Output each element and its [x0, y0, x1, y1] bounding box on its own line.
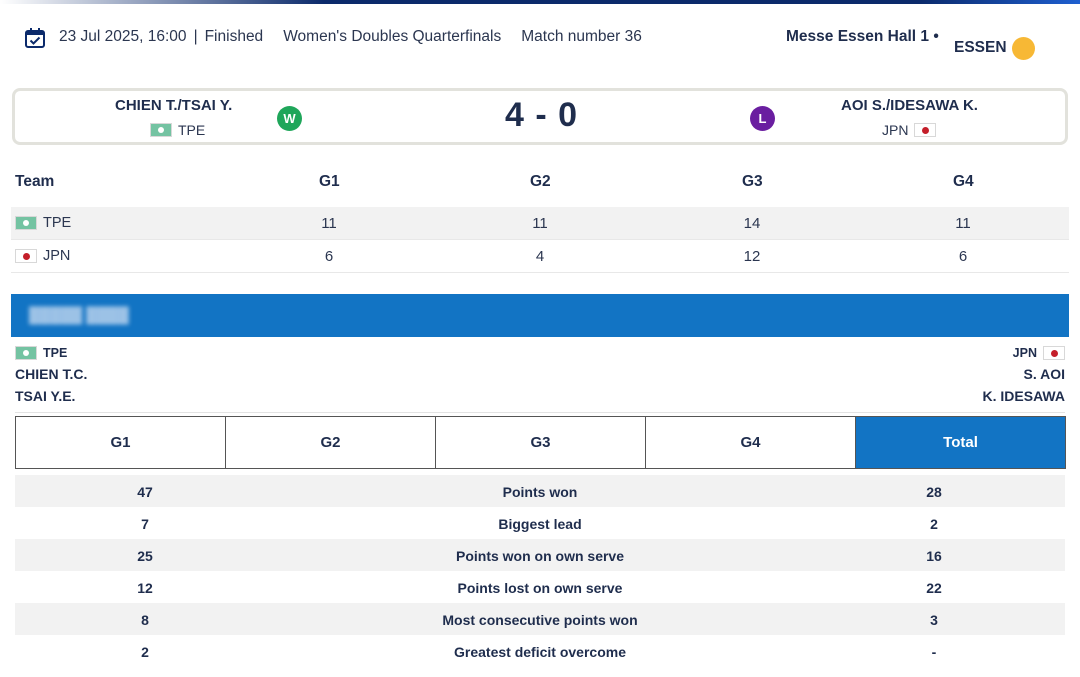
match-number: Match number 36 — [521, 28, 642, 45]
stat-row: 25 Points won on own serve 16 — [15, 539, 1065, 571]
stat-label: Most consecutive points won — [442, 612, 638, 628]
match-score: 4 - 0 — [505, 96, 579, 134]
stat-right-value: - — [931, 644, 937, 660]
left-team-country: TPE — [150, 122, 205, 138]
stat-left-value: 7 — [141, 516, 149, 532]
right-players: JPN S. AOI K. IDESAWA — [983, 345, 1065, 405]
games-table-header: Team G1 G2 G3 G4 — [11, 164, 1069, 207]
stat-left-value: 12 — [137, 580, 153, 596]
game-score: 12 — [743, 248, 761, 265]
top-accent-bar — [0, 0, 1080, 4]
game-score: 11 — [955, 215, 971, 232]
player-name[interactable]: K. IDESAWA — [982, 388, 1065, 404]
stat-label: Points won — [502, 484, 578, 500]
row-team: JPN — [15, 248, 70, 264]
stat-row: 2 Greatest deficit overcome - — [15, 635, 1065, 667]
tab-g4[interactable]: G4 — [646, 417, 856, 468]
match-datetime: 23 Jul 2025, 16:00 — [59, 28, 187, 45]
stat-label: Greatest deficit overcome — [454, 644, 626, 660]
stat-right-value: 22 — [926, 580, 942, 596]
sun-icon — [1012, 37, 1035, 60]
left-team-name[interactable]: CHIEN T./TSAI Y. — [115, 97, 233, 114]
game-tabs: G1 G2 G3 G4 Total — [15, 416, 1066, 469]
game-score: 14 — [743, 215, 761, 232]
row-team-code: TPE — [43, 215, 72, 231]
tpe-flag-icon — [150, 123, 172, 137]
stats-banner: █████ ████ — [11, 294, 1069, 337]
match-venue: Messe Essen Hall 1 • — [786, 28, 939, 45]
stats-table: 47 Points won 28 7 Biggest lead 2 25 Poi… — [15, 475, 1065, 667]
left-players-country: TPE — [15, 345, 87, 361]
right-team-code: JPN — [882, 122, 909, 138]
stat-row: 8 Most consecutive points won 3 — [15, 603, 1065, 635]
stat-right-value: 16 — [926, 548, 942, 564]
header-team: Team — [15, 173, 55, 190]
player-name[interactable]: CHIEN T.C. — [15, 366, 88, 382]
jpn-flag-icon — [15, 249, 37, 263]
game-score: 6 — [958, 248, 968, 265]
stat-left-value: 8 — [141, 612, 149, 628]
stat-label: Points lost on own serve — [457, 580, 623, 596]
header-g4: G4 — [953, 173, 974, 190]
stat-right-value: 2 — [930, 516, 938, 532]
stat-left-value: 47 — [137, 484, 153, 500]
header-g1: G1 — [319, 173, 340, 190]
match-header: 23 Jul 2025, 16:00 | Finished Women's Doubl… — [24, 24, 1044, 64]
stat-left-value: 25 — [137, 548, 153, 564]
tpe-flag-icon — [15, 346, 37, 360]
stat-label: Points won on own serve — [455, 548, 625, 564]
match-event: Women's Doubles Quarterfinals — [283, 28, 502, 45]
match-city: ESSEN — [954, 39, 1007, 56]
tpe-flag-icon — [15, 216, 37, 230]
table-row: TPE 11 11 14 11 — [11, 207, 1069, 240]
left-team-code: TPE — [178, 122, 206, 138]
stat-right-value: 28 — [926, 484, 942, 500]
game-score: 11 — [321, 215, 337, 232]
stat-right-value: 3 — [930, 612, 938, 628]
stat-left-value: 2 — [141, 644, 149, 660]
score-card: CHIEN T./TSAI Y. TPE W 4 - 0 L AOI S./ID… — [12, 88, 1068, 145]
loss-badge: L — [750, 106, 775, 131]
tab-g1[interactable]: G1 — [16, 417, 226, 468]
game-score: 6 — [324, 248, 334, 265]
stat-row: 12 Points lost on own serve 22 — [15, 571, 1065, 603]
jpn-flag-icon — [914, 123, 937, 137]
calendar-check-icon — [25, 28, 45, 48]
game-score: 11 — [532, 215, 548, 232]
player-name[interactable]: TSAI Y.E. — [15, 388, 76, 404]
right-team-country: JPN — [882, 122, 937, 138]
win-badge: W — [277, 106, 302, 131]
left-players: TPE CHIEN T.C. TSAI Y.E. — [15, 345, 87, 405]
right-team-name[interactable]: AOI S./IDESAWA K. — [841, 97, 978, 114]
jpn-flag-icon — [1043, 346, 1065, 360]
left-players-code: TPE — [43, 346, 68, 360]
stat-row: 7 Biggest lead 2 — [15, 507, 1065, 539]
right-players-country: JPN — [983, 345, 1065, 361]
section-divider — [15, 412, 1065, 413]
match-status: Finished — [204, 28, 264, 45]
stat-label: Biggest lead — [498, 516, 582, 532]
game-score: 4 — [535, 248, 545, 265]
banner-blurred-title: █████ ████ — [29, 307, 129, 324]
right-players-code: JPN — [1012, 346, 1037, 360]
header-g3: G3 — [742, 173, 763, 190]
header-g2: G2 — [530, 173, 551, 190]
row-team: TPE — [15, 215, 71, 231]
tab-total[interactable]: Total — [856, 417, 1065, 468]
stat-row: 47 Points won 28 — [15, 475, 1065, 507]
tab-g2[interactable]: G2 — [226, 417, 436, 468]
match-meta: 23 Jul 2025, 16:00 | Finished Women's Doubl… — [59, 28, 642, 46]
table-row: JPN 6 4 12 6 — [11, 240, 1069, 273]
row-team-code: JPN — [43, 248, 71, 264]
meta-separator: | — [193, 28, 198, 45]
player-name[interactable]: S. AOI — [1023, 366, 1066, 382]
games-table: Team G1 G2 G3 G4 TPE 11 11 14 11 JPN 6 4… — [11, 164, 1069, 273]
tab-g3[interactable]: G3 — [436, 417, 646, 468]
